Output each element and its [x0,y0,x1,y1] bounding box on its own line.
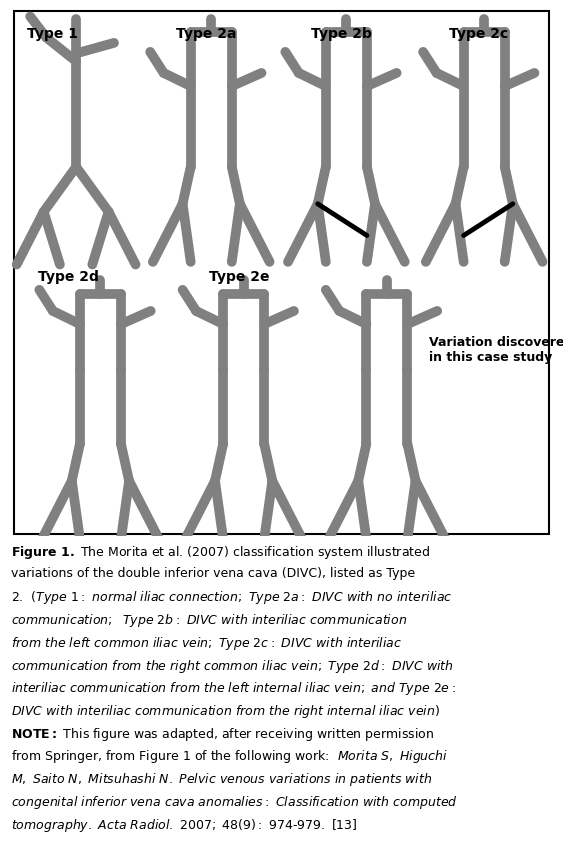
Text: from Springer, from Figure 1 of the following work:  $\mathit{Morita\ S,\ Higuch: from Springer, from Figure 1 of the foll… [11,748,448,765]
Text: $\mathit{M,\ Saito\ N,\ Mitsuhashi\ N.\ Pelvic\ venous\ variations\ in\ patients: $\mathit{M,\ Saito\ N,\ Mitsuhashi\ N.\ … [11,771,432,789]
Text: Type 2e: Type 2e [208,269,269,284]
Text: Type 2a: Type 2a [176,27,236,41]
Text: $\mathbf{NOTE:}$ This figure was adapted, after receiving written permission: $\mathbf{NOTE:}$ This figure was adapted… [11,726,434,743]
Text: $\mathit{tomography.\ Acta\ Radiol.\ 2007;\ 48(9):\ 974\text{-}979.}$ [13]: $\mathit{tomography.\ Acta\ Radiol.\ 200… [11,817,358,834]
Text: $\mathit{from\ the\ left\ common\ iliac\ vein;}$ $\mathbf{\mathit{Type\ 2c}}$$\m: $\mathit{from\ the\ left\ common\ iliac\… [11,635,402,652]
Text: $\mathit{interiliac\ communication\ from\ the\ left\ internal\ iliac\ vein;\ and: $\mathit{interiliac\ communication\ from… [11,680,456,698]
Text: Type 1: Type 1 [28,27,78,41]
Text: variations of the double inferior vena cava (DIVC), listed as Type: variations of the double inferior vena c… [11,566,415,579]
Text: $\mathit{communication;}$  $\mathbf{\mathit{Type\ 2b}}$$\mathit{:\ DIVC\ with\ i: $\mathit{communication;}$ $\mathbf{\math… [11,612,408,629]
Text: $\mathit{DIVC\ with\ interiliac\ communication\ from\ the\ right\ internal\ ilia: $\mathit{DIVC\ with\ interiliac\ communi… [11,703,440,720]
Text: $\mathit{communication\ from\ the\ right\ common\ iliac\ vein;}$ $\mathbf{\mathi: $\mathit{communication\ from\ the\ right… [11,657,454,674]
Text: Type 2b: Type 2b [311,27,372,41]
Text: $\mathit{congenital\ inferior\ vena\ cava\ anomalies:\ Classification\ with\ com: $\mathit{congenital\ inferior\ vena\ cav… [11,794,458,811]
Text: Type 2c: Type 2c [449,27,508,41]
Text: $\mathbf{Figure\ 1.}$ The Morita et al. (2007) classification system illustrated: $\mathbf{Figure\ 1.}$ The Morita et al. … [11,544,431,561]
Text: Type 2d: Type 2d [38,269,99,284]
Text: Variation discovered
in this case study: Variation discovered in this case study [429,335,563,364]
Text: 2.  $\mathit{(}$$\mathbf{\mathit{Type\ 1}}$$\mathit{:\ normal\ iliac\ connection: 2. $\mathit{(}$$\mathbf{\mathit{Type\ 1}… [11,589,453,607]
